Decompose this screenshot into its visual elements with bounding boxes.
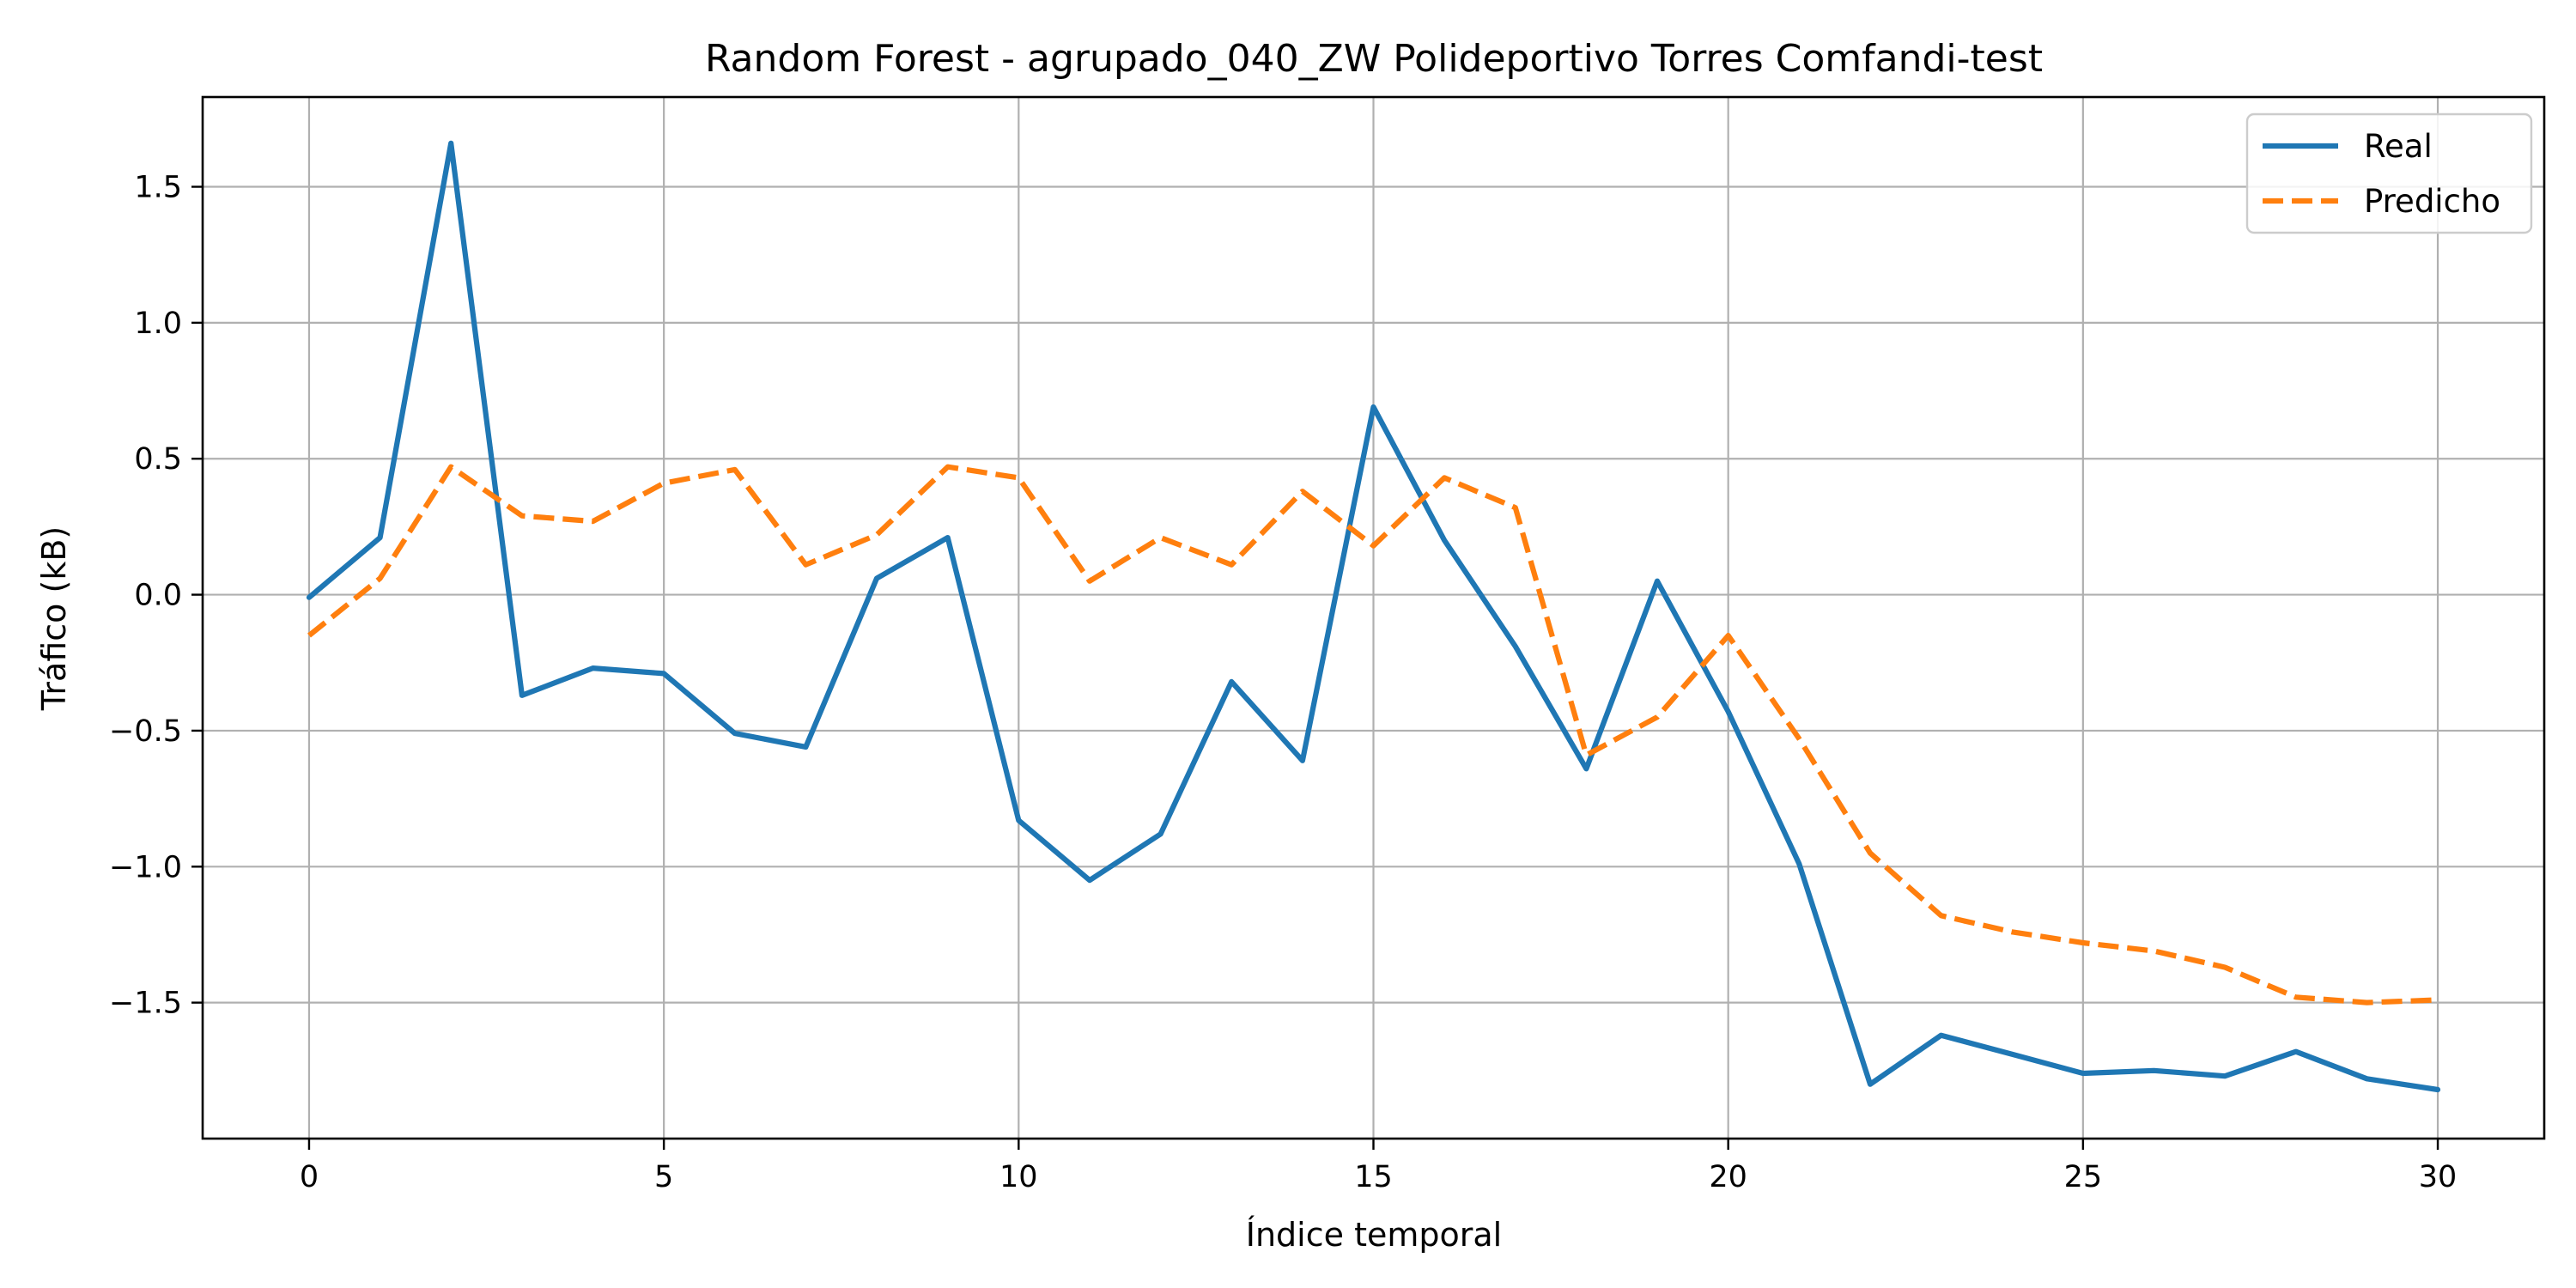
x-tick-label: 0 bbox=[300, 1160, 319, 1194]
series-group bbox=[306, 140, 2441, 1093]
x-axis-label: Índice temporal bbox=[1246, 1216, 1502, 1254]
y-tick-label: 1.5 bbox=[134, 171, 182, 205]
legend: Real Predicho bbox=[2245, 112, 2533, 234]
y-tick-label: 0.0 bbox=[134, 579, 182, 613]
y-tick-label: −0.5 bbox=[109, 714, 182, 749]
grid bbox=[203, 97, 2544, 1139]
x-tick-label: 20 bbox=[1709, 1160, 1747, 1194]
x-tick-label: 15 bbox=[1354, 1160, 1393, 1194]
y-tick-label: 0.5 bbox=[134, 442, 182, 477]
y-tick-label: −1.5 bbox=[109, 987, 182, 1021]
x-tick-label: 5 bbox=[654, 1160, 673, 1194]
series-line-predicho bbox=[307, 464, 2439, 1005]
series-line-real bbox=[306, 140, 2441, 1093]
legend-label-predicho: Predicho bbox=[2364, 183, 2500, 220]
x-axis: 0 5 10 15 20 25 30 bbox=[300, 1139, 2458, 1194]
x-tick-label: 25 bbox=[2064, 1160, 2103, 1194]
y-tick-label: −1.0 bbox=[109, 850, 182, 884]
chart-title: Random Forest - agrupado_040_ZW Polidepo… bbox=[705, 37, 2043, 81]
legend-label-real: Real bbox=[2364, 128, 2433, 165]
y-axis: −1.5 −1.0 −0.5 0.0 0.5 1.0 1.5 bbox=[109, 171, 203, 1021]
x-tick-label: 30 bbox=[2419, 1160, 2458, 1194]
x-tick-label: 10 bbox=[999, 1160, 1038, 1194]
y-tick-label: 1.0 bbox=[134, 307, 182, 341]
y-axis-label: Tráfico (kB) bbox=[35, 526, 73, 711]
